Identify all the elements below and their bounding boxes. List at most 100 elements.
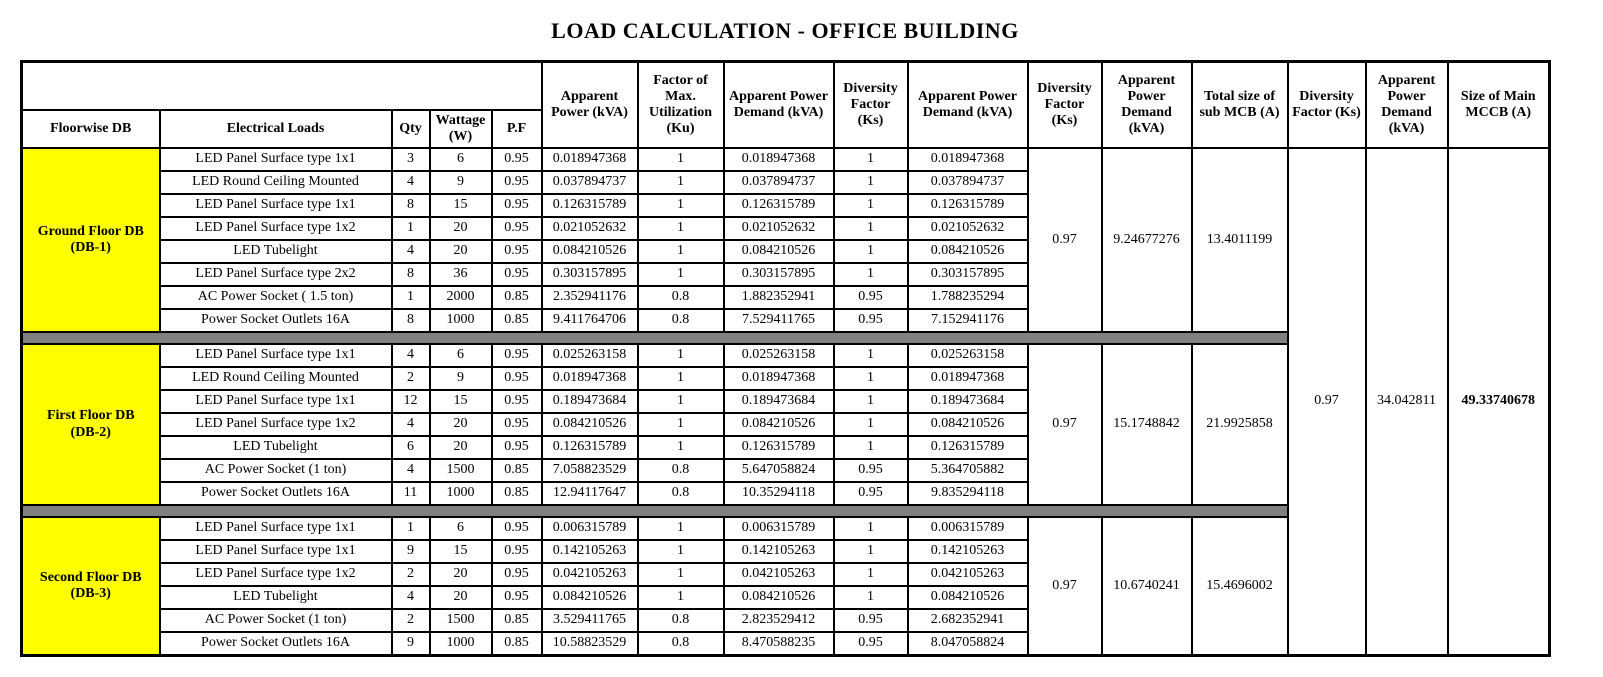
apparent-power-cell: 0.126315789 <box>540 435 639 460</box>
floor-power-demand-cell: 10.6740241 <box>1100 516 1193 657</box>
wattage-cell: 2000 <box>428 285 493 310</box>
power-demand-ks-cell: 0.025263158 <box>906 343 1029 368</box>
power-demand-ks-cell: 9.835294118 <box>906 481 1029 506</box>
ku-factor-cell: 1 <box>636 170 725 195</box>
load-row: LED Panel Surface type 1x2 4 20 0.95 0.08421… <box>22 412 1550 437</box>
ku-factor-cell: 0.8 <box>636 308 725 333</box>
power-demand-ku-cell: 0.126315789 <box>722 435 835 460</box>
section-separator-row <box>20 504 1550 518</box>
header-electrical-loads: Electrical Loads <box>158 109 393 149</box>
power-demand-ku-cell: 0.303157895 <box>722 262 835 287</box>
pf-cell: 0.95 <box>490 516 543 541</box>
qty-cell: 8 <box>390 193 431 218</box>
pf-cell: 0.95 <box>490 216 543 241</box>
pf-cell: 0.95 <box>490 412 543 437</box>
pf-cell: 0.95 <box>490 366 543 391</box>
load-name-cell: LED Round Ceiling Mounted <box>158 366 393 391</box>
apparent-power-cell: 7.058823529 <box>540 458 639 483</box>
floor-name: Ground Floor DB <box>37 223 144 239</box>
power-demand-ku-cell: 0.042105263 <box>722 562 835 587</box>
pf-cell: 0.95 <box>490 343 543 368</box>
load-row: Second Floor DB (DB-3) LED Panel Surface t… <box>20 516 1550 657</box>
pf-cell: 0.95 <box>490 262 543 287</box>
load-row: AC Power Socket (1 ton) 2 1500 0.85 3.529411… <box>22 608 1550 633</box>
power-demand-ks-cell: 0.126315789 <box>906 435 1029 460</box>
floor-label-cell: First Floor DB (DB-2) <box>20 343 161 506</box>
load-row: Ground Floor DB (DB-1) LED Panel Surface t… <box>20 147 1551 657</box>
ks-factor-cell: 1 <box>832 539 909 564</box>
power-demand-ku-cell: 0.084210526 <box>722 412 835 437</box>
power-demand-ku-cell: 8.470588235 <box>722 631 835 657</box>
ks-factor-cell: 0.95 <box>832 285 909 310</box>
wattage-cell: 1000 <box>428 481 493 506</box>
load-row: LED Panel Surface type 1x1 8 15 0.95 0.12631… <box>22 193 1550 218</box>
pf-cell: 0.95 <box>490 539 543 564</box>
floor-power-demand-cell: 15.1748842 <box>1100 343 1193 506</box>
header-apparent-power-demand-1: Apparent Power Demand (kVA) <box>722 60 835 149</box>
ku-factor-cell: 1 <box>636 585 725 610</box>
load-row: LED Tubelight 4 20 0.95 0.084210526 1 0.084210… <box>22 239 1550 264</box>
db-number: (DB-3) <box>70 586 111 601</box>
ku-factor-cell: 1 <box>636 435 725 460</box>
ks-factor-cell: 1 <box>832 147 909 172</box>
header-factor-max-utilization: Factor of Max. Utilization (Ku) <box>636 60 725 149</box>
load-name-cell: AC Power Socket (1 ton) <box>158 458 393 483</box>
power-demand-ks-cell: 0.042105263 <box>906 562 1029 587</box>
power-demand-ku-cell: 0.021052632 <box>722 216 835 241</box>
ku-factor-cell: 1 <box>636 239 725 264</box>
ks-factor-cell: 0.95 <box>832 458 909 483</box>
apparent-power-cell: 0.021052632 <box>540 216 639 241</box>
header-diversity-factor-2: Diversity Factor (Ks) <box>1026 60 1103 149</box>
qty-cell: 3 <box>390 147 431 172</box>
qty-cell: 11 <box>390 481 431 506</box>
power-demand-ks-cell: 0.037894737 <box>906 170 1029 195</box>
sub-mcb-size-cell: 21.9925858 <box>1190 343 1289 506</box>
pf-cell: 0.85 <box>490 608 543 633</box>
pf-cell: 0.95 <box>490 170 543 195</box>
ks-factor-cell: 1 <box>832 239 909 264</box>
pf-cell: 0.95 <box>490 435 543 460</box>
load-row: AC Power Socket (1 ton) 4 1500 0.85 7.058823… <box>22 458 1550 483</box>
floor-name: Second Floor DB <box>39 569 142 585</box>
apparent-power-cell: 0.006315789 <box>540 516 639 541</box>
load-row: Power Socket Outlets 16A 11 1000 0.85 12.941… <box>22 481 1550 506</box>
load-name-cell: LED Panel Surface type 1x1 <box>158 343 393 368</box>
header-main-mccb: Size of Main MCCB (A) <box>1446 60 1551 149</box>
section-separator-row <box>20 331 1550 345</box>
qty-cell: 8 <box>390 262 431 287</box>
apparent-power-cell: 0.084210526 <box>540 585 639 610</box>
wattage-cell: 36 <box>428 262 493 287</box>
load-row: LED Panel Surface type 1x1 12 15 0.95 0.1894… <box>22 389 1550 414</box>
power-demand-ks-cell: 0.126315789 <box>906 193 1029 218</box>
apparent-power-cell: 2.352941176 <box>540 285 639 310</box>
power-demand-ks-cell: 0.018947368 <box>906 366 1029 391</box>
header-diversity-factor-1: Diversity Factor (Ks) <box>832 60 909 149</box>
wattage-cell: 6 <box>428 147 493 172</box>
header-apparent-power-demand-3: Apparent Power Demand (kVA) <box>1100 60 1193 149</box>
ks-factor-cell: 1 <box>832 516 909 541</box>
qty-cell: 4 <box>390 170 431 195</box>
floor-label-cell: Second Floor DB (DB-3) <box>20 516 161 657</box>
power-demand-ku-cell: 0.084210526 <box>722 239 835 264</box>
apparent-power-cell: 0.142105263 <box>540 539 639 564</box>
power-demand-ks-cell: 0.021052632 <box>906 216 1029 241</box>
pf-cell: 0.95 <box>490 585 543 610</box>
apparent-power-cell: 0.303157895 <box>540 262 639 287</box>
pf-cell: 0.95 <box>490 193 543 218</box>
apparent-power-cell: 12.94117647 <box>540 481 639 506</box>
load-row: LED Panel Surface type 1x1 9 15 0.95 0.14210… <box>22 539 1550 564</box>
apparent-power-cell: 0.042105263 <box>540 562 639 587</box>
wattage-cell: 15 <box>428 539 493 564</box>
power-demand-ks-cell: 0.084210526 <box>906 412 1029 437</box>
overall-power-demand-cell: 34.042811 <box>1364 147 1449 657</box>
db-number: (DB-1) <box>70 240 111 255</box>
wattage-cell: 9 <box>428 170 493 195</box>
page-title: LOAD CALCULATION - OFFICE BUILDING <box>551 18 1019 43</box>
floor-label-cell: Ground Floor DB (DB-1) <box>20 147 161 333</box>
header-apparent-power-demand-2: Apparent Power Demand (kVA) <box>906 60 1029 149</box>
qty-cell: 2 <box>390 562 431 587</box>
ku-factor-cell: 1 <box>636 516 725 541</box>
load-name-cell: AC Power Socket (1 ton) <box>158 608 393 633</box>
load-row: LED Round Ceiling Mounted 4 9 0.95 0.0378947… <box>22 170 1550 195</box>
